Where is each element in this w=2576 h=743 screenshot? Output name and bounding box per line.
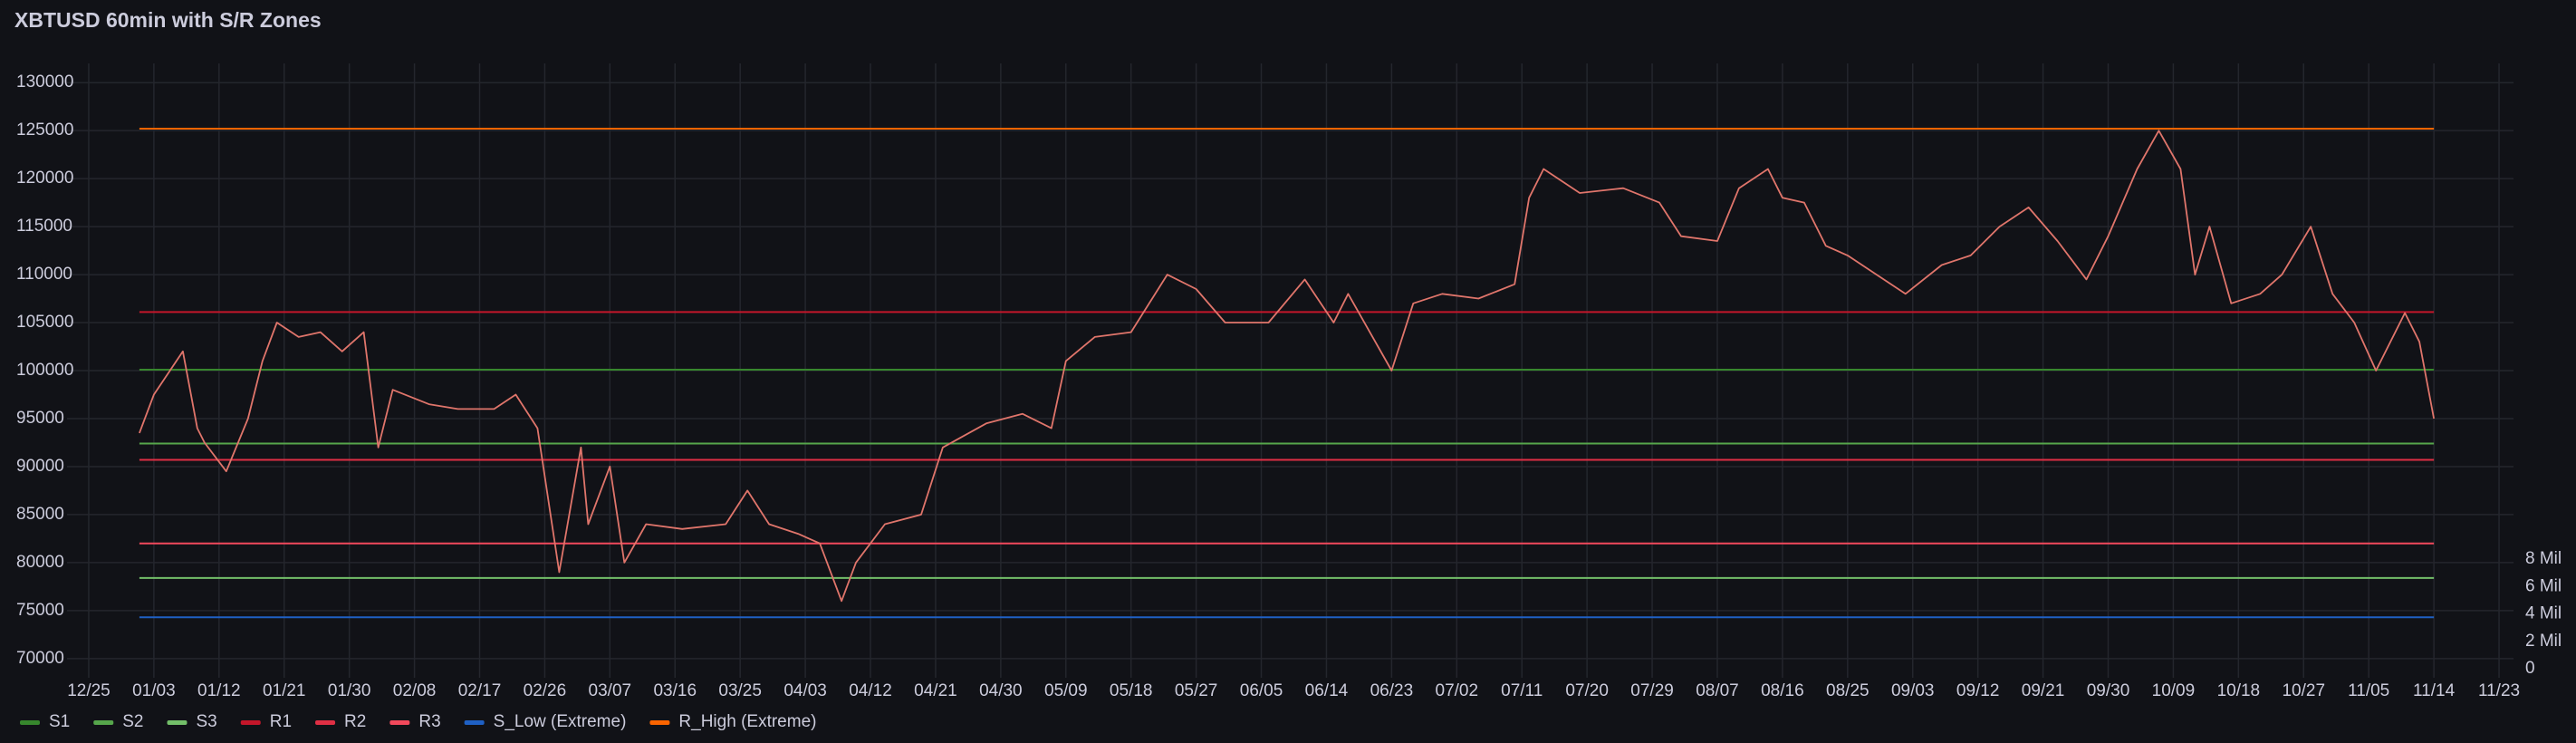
y2-tick-label: 4 Mil [2525,604,2562,623]
y-tick-label: 85000 [16,505,64,524]
x-tick-label: 01/21 [263,681,306,700]
legend-swatch [93,720,114,725]
x-tick-label: 01/12 [197,681,241,700]
y2-tick-label: 6 Mil [2525,576,2562,595]
legend-label: S1 [49,712,70,731]
legend-swatch [464,720,485,725]
legend-label: R3 [418,712,440,731]
x-tick-label: 07/02 [1436,681,1479,700]
x-tick-label: 09/30 [2087,681,2130,700]
legend-label: S_Low (Extreme) [494,712,627,731]
x-tick-label: 11/14 [2413,681,2456,700]
x-tick-label: 06/05 [1240,681,1283,700]
x-tick-label: 01/30 [328,681,371,700]
y-tick-label: 110000 [16,265,72,284]
x-tick-label: 04/12 [849,681,892,700]
legend-label: S3 [197,712,217,731]
x-tick-label: 12/25 [67,681,111,700]
legend-swatch [649,720,670,725]
y-tick-label: 95000 [16,409,64,428]
legend-label: R_High (Extreme) [678,712,816,731]
x-tick-label: 03/07 [589,681,632,700]
legend-swatch [315,720,336,725]
x-tick-label: 11/23 [2478,681,2520,700]
x-tick-label: 04/21 [914,681,957,700]
x-tick-label: 05/18 [1110,681,1153,700]
x-tick-label: 10/27 [2282,681,2325,700]
y-tick-label: 125000 [16,121,73,140]
y-tick-label: 105000 [16,313,73,332]
x-tick-label: 02/08 [393,681,437,700]
legend-swatch [20,720,40,725]
x-tick-label: 07/11 [1501,681,1543,700]
x-tick-label: 09/12 [1956,681,2000,700]
y-tick-label: 120000 [16,169,73,188]
price-line [139,130,2435,603]
x-tick-label: 09/21 [2022,681,2065,700]
x-tick-label: 07/29 [1630,681,1674,700]
legend-swatch [240,720,261,725]
x-tick-label: 07/20 [1565,681,1609,700]
x-tick-label: 06/23 [1370,681,1414,700]
legend-swatch [167,720,187,725]
x-tick-label: 10/18 [2217,681,2261,700]
y2-tick-label: 0 [2525,659,2535,678]
x-tick-label: 04/03 [783,681,827,700]
y-tick-label: 100000 [16,361,73,380]
x-tick-label: 06/14 [1305,681,1349,700]
x-tick-label: 09/03 [1891,681,1935,700]
legend-label: S2 [122,712,143,731]
y2-tick-label: 8 Mil [2525,549,2562,568]
x-tick-label: 05/27 [1175,681,1218,700]
y-tick-label: 75000 [16,601,64,620]
x-tick-label: 08/25 [1826,681,1870,700]
x-tick-label: 08/16 [1761,681,1804,700]
x-tick-label: 03/16 [653,681,697,700]
x-tick-label: 05/09 [1044,681,1088,700]
y-tick-label: 80000 [16,553,64,572]
y-tick-label: 70000 [16,649,64,668]
x-tick-label: 02/26 [524,681,567,700]
x-tick-label: 02/17 [458,681,502,700]
y-tick-label: 130000 [16,72,73,92]
x-tick-label: 10/09 [2152,681,2196,700]
y-tick-label: 115000 [16,217,72,236]
x-tick-label: 11/05 [2348,681,2389,700]
y-tick-label: 90000 [16,457,64,476]
legend-label: R1 [270,712,292,731]
chart-title: XBTUSD 60min with S/R Zones [14,8,322,32]
x-tick-label: 03/25 [718,681,762,700]
x-tick-label: 08/07 [1696,681,1739,700]
x-tick-label: 01/03 [132,681,176,700]
x-tick-label: 04/30 [979,681,1023,700]
legend-label: R2 [344,712,366,731]
y2-tick-label: 2 Mil [2525,632,2562,651]
legend-swatch [389,720,410,725]
